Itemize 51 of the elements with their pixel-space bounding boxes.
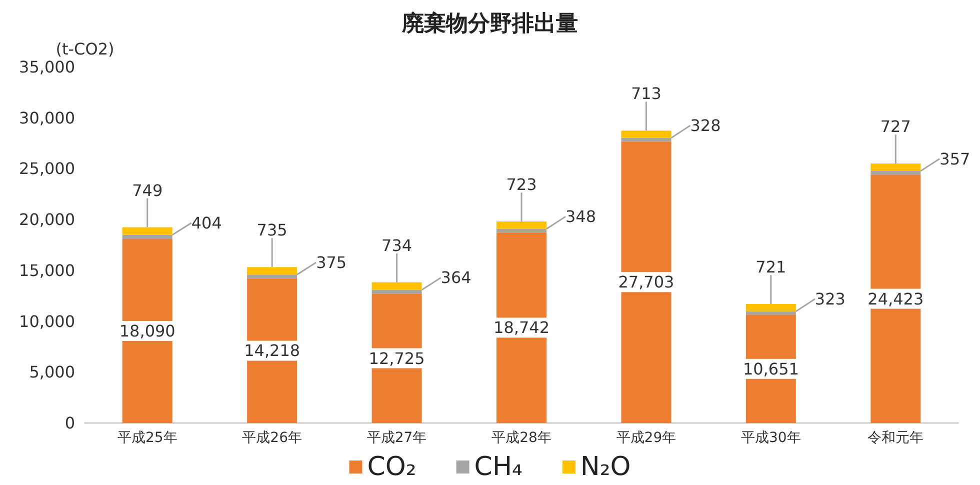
x-tick-label: 平成27年 xyxy=(366,430,427,446)
y-tick-label: 35,000 xyxy=(19,58,75,76)
data-label: 328 xyxy=(690,116,721,136)
y-tick-label: 25,000 xyxy=(19,159,75,178)
legend-label: N₂O xyxy=(580,452,631,482)
x-tick-label: 平成29年 xyxy=(616,430,676,446)
x-tick-label: 平成26年 xyxy=(242,430,302,446)
y-tick-label: 5,000 xyxy=(29,362,75,382)
data-label: 734 xyxy=(382,236,412,255)
data-label: 364 xyxy=(440,268,472,288)
data-label: 723 xyxy=(506,174,537,194)
data-label: 24,423 xyxy=(868,289,924,308)
data-label: 727 xyxy=(880,117,911,136)
x-tick-label: 令和元年 xyxy=(868,430,924,446)
data-label: 27,703 xyxy=(618,272,674,292)
x-tick-label: 平成30年 xyxy=(741,430,801,446)
y-axis-title: (t-CO2) xyxy=(56,40,114,58)
data-label: 12,725 xyxy=(368,348,425,368)
bar xyxy=(122,227,172,235)
data-label: 357 xyxy=(940,149,970,168)
data-label: 375 xyxy=(316,252,347,272)
data-label: 721 xyxy=(756,258,786,277)
data-label: 18,090 xyxy=(119,322,176,340)
y-tick-label: 30,000 xyxy=(19,108,75,128)
data-label: 404 xyxy=(191,213,222,232)
y-tick-label: 20,000 xyxy=(19,210,75,230)
data-label: 14,218 xyxy=(244,341,300,360)
bar xyxy=(247,267,298,275)
bar xyxy=(496,228,546,232)
bar xyxy=(870,164,921,171)
data-label: 348 xyxy=(566,207,596,226)
data-label: 18,742 xyxy=(494,318,550,338)
bar xyxy=(621,141,672,423)
data-label: 735 xyxy=(256,220,288,240)
y-tick-label: 0 xyxy=(64,414,75,432)
bar xyxy=(746,304,796,312)
legend-label: CH₄ xyxy=(474,452,522,482)
data-label: 323 xyxy=(814,290,846,309)
data-label: 10,651 xyxy=(742,359,799,378)
legend-label: CO₂ xyxy=(367,452,416,482)
chart-title: 廃棄物分野排出量 xyxy=(401,10,578,36)
bar xyxy=(372,282,422,290)
y-tick-label: 10,000 xyxy=(19,312,75,331)
x-tick-label: 平成28年 xyxy=(492,430,552,446)
y-tick-label: 15,000 xyxy=(19,260,75,280)
bar xyxy=(621,130,672,138)
x-tick-label: 平成25年 xyxy=(117,430,178,446)
bar xyxy=(870,174,921,423)
bar xyxy=(496,221,546,229)
data-label: 713 xyxy=(630,84,662,104)
data-label: 749 xyxy=(132,180,163,200)
